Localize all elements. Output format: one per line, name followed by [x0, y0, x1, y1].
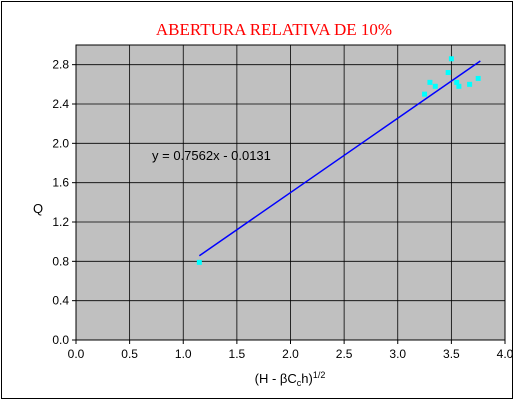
- data-point: [475, 75, 481, 81]
- y-axis-label: Q: [33, 201, 43, 216]
- data-point: [196, 259, 202, 265]
- trendline-equation: y = 0.7562x - 0.0131: [152, 148, 271, 163]
- data-point: [445, 70, 451, 76]
- data-points: [196, 56, 481, 265]
- x-tick-label: 2.5: [336, 347, 353, 361]
- data-point: [432, 83, 438, 89]
- data-point: [454, 79, 460, 85]
- x-axis-ticks: 0.0 0.5 1.0 1.5 2.0 2.5 3.0 3.5 4.0: [68, 340, 514, 361]
- data-point: [456, 83, 462, 89]
- x-tick-label: 2.0: [282, 347, 299, 361]
- x-tick-label: 1.5: [229, 347, 246, 361]
- y-axis-ticks: 0.0 0.4 0.8 1.2 1.6 2.0 2.4 2.8: [52, 58, 76, 347]
- x-axis-label: (H - βCch)1/2: [255, 370, 326, 388]
- y-tick-label: 2.0: [52, 136, 69, 150]
- x-tick-label: 0.0: [68, 347, 85, 361]
- x-axis-label-subscript: c: [297, 378, 302, 388]
- y-tick-label: 2.8: [52, 58, 69, 72]
- y-tick-label: 1.6: [52, 176, 69, 190]
- data-point: [422, 91, 428, 97]
- y-tick-label: 0.4: [52, 294, 69, 308]
- data-point: [467, 81, 473, 87]
- x-axis-label-superscript: 1/2: [313, 370, 326, 380]
- y-tick-label: 1.2: [52, 215, 69, 229]
- grid-lines: [75, 45, 506, 341]
- x-tick-label: 3.5: [443, 347, 460, 361]
- x-tick-label: 3.0: [389, 347, 406, 361]
- x-tick-label: 0.5: [121, 347, 138, 361]
- data-point: [427, 79, 433, 85]
- x-axis-label-tail: h): [301, 371, 313, 386]
- x-tick-label: 1.0: [175, 347, 192, 361]
- x-axis-label-main: (H - βC: [255, 371, 297, 386]
- x-tick-label: 4.0: [497, 347, 514, 361]
- y-tick-label: 0.8: [52, 254, 69, 268]
- trendline: [198, 60, 481, 257]
- chart-title: ABERTURA RELATIVA DE 10%: [156, 20, 392, 39]
- data-point: [448, 56, 454, 62]
- y-tick-label: 0.0: [52, 333, 69, 347]
- y-tick-label: 2.4: [52, 97, 69, 111]
